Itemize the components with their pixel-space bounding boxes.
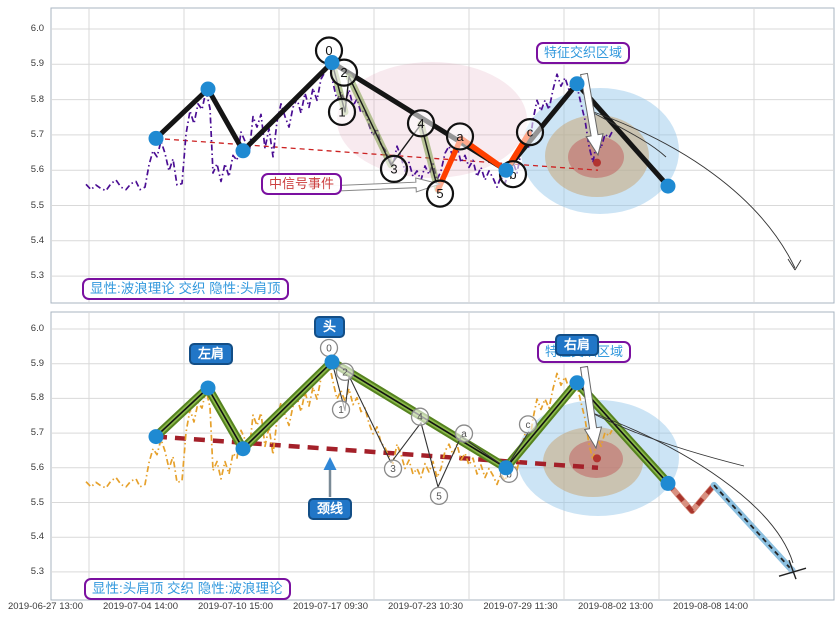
x-tick-label: 2019-06-27 13:00 bbox=[7, 601, 83, 612]
top-panel-legend: 显性:波浪理论 交织 隐性:头肩顶 bbox=[82, 278, 289, 300]
x-tick-label: 2019-07-29 11:30 bbox=[483, 601, 558, 612]
y-tick-label: 5.4 bbox=[30, 234, 44, 246]
grid bbox=[50, 7, 835, 601]
svg-text:1: 1 bbox=[338, 105, 345, 120]
y-tick-label: 5.7 bbox=[30, 128, 44, 140]
svg-text:2: 2 bbox=[340, 65, 347, 80]
svg-text:3: 3 bbox=[390, 464, 396, 475]
y-tick-label: 5.5 bbox=[30, 199, 44, 211]
feature-zone-arrow-bottom bbox=[579, 365, 603, 450]
neckline-dashed-bottom bbox=[155, 434, 599, 471]
y-tick-label: 5.8 bbox=[30, 392, 44, 404]
svg-text:5: 5 bbox=[436, 491, 442, 502]
y-tick-label: 5.3 bbox=[30, 270, 44, 282]
svg-text:a: a bbox=[456, 129, 464, 144]
neckline-dashed-top bbox=[155, 137, 599, 171]
bottom-panel-legend: 显性:头肩顶 交织 隐性:波浪理论 bbox=[84, 578, 291, 600]
pivot-dots-top bbox=[148, 55, 676, 194]
head-label: 头 bbox=[314, 316, 346, 338]
trajectory-curves-top bbox=[587, 109, 802, 271]
y-tick-label: 5.4 bbox=[30, 531, 44, 543]
pivot-dots-bottom bbox=[148, 354, 676, 491]
x-tick-label: 2019-07-10 15:00 bbox=[197, 601, 273, 612]
y-tick-label: 5.6 bbox=[30, 164, 44, 176]
zone-center-dot-bottom bbox=[593, 454, 601, 463]
feature-zone-arrow-bottom bbox=[579, 365, 603, 450]
y-tick-label: 5.9 bbox=[30, 357, 44, 369]
x-tick-label: 2019-08-08 14:00 bbox=[672, 601, 748, 612]
wave-marker-circles-top: 0 1 2 3 4 5 a b c bbox=[314, 36, 545, 208]
x-tick-label: 2019-07-23 10:30 bbox=[387, 601, 463, 612]
svg-text:1: 1 bbox=[338, 405, 344, 416]
svg-text:4: 4 bbox=[417, 412, 423, 423]
y-tick-label: 5.8 bbox=[30, 93, 44, 105]
y-tick-label: 6.0 bbox=[30, 323, 44, 334]
x-tick-label: 2019-07-17 09:30 bbox=[292, 601, 368, 612]
svg-text:0: 0 bbox=[325, 43, 332, 58]
svg-text:b: b bbox=[509, 167, 516, 182]
x-tick-label: 2019-08-02 13:00 bbox=[577, 601, 653, 612]
feature-zone-arrow-top bbox=[580, 72, 604, 157]
neckline-label: 颈线 bbox=[308, 498, 353, 520]
y-tick-label: 5.3 bbox=[30, 565, 44, 577]
y-tick-label: 5.7 bbox=[30, 427, 44, 439]
svg-text:4: 4 bbox=[417, 116, 424, 131]
svg-text:b: b bbox=[506, 469, 512, 480]
svg-text:a: a bbox=[461, 429, 467, 440]
y-tick-label: 5.6 bbox=[30, 461, 44, 473]
y-tick-label: 5.5 bbox=[30, 496, 44, 508]
x-tick-label: 2019-07-04 14:00 bbox=[102, 601, 178, 612]
svg-text:c: c bbox=[526, 420, 531, 431]
svg-text:2: 2 bbox=[342, 367, 348, 378]
svg-text:3: 3 bbox=[390, 161, 397, 176]
y-tick-label: 6.0 bbox=[30, 23, 44, 34]
abc-correction-line bbox=[435, 130, 532, 193]
svg-text:c: c bbox=[527, 125, 534, 140]
mid-signal-event-label: 中信号事件 bbox=[261, 173, 343, 195]
neckline-pointer-arrow bbox=[323, 457, 337, 497]
zone-center-dot-top bbox=[593, 158, 601, 167]
svg-text:0: 0 bbox=[326, 343, 332, 354]
forecast-lines bbox=[665, 481, 807, 580]
feature-zone-label-top: 特征交织区域 bbox=[536, 42, 631, 64]
feature-zone-arrow-top bbox=[580, 72, 604, 157]
y-tick-label: 5.9 bbox=[30, 58, 44, 70]
trajectory-curves-bottom bbox=[589, 411, 794, 564]
left-shoulder-label: 左肩 bbox=[189, 343, 234, 365]
svg-text:5: 5 bbox=[436, 186, 443, 201]
right-shoulder-label: 右肩 bbox=[555, 334, 600, 356]
